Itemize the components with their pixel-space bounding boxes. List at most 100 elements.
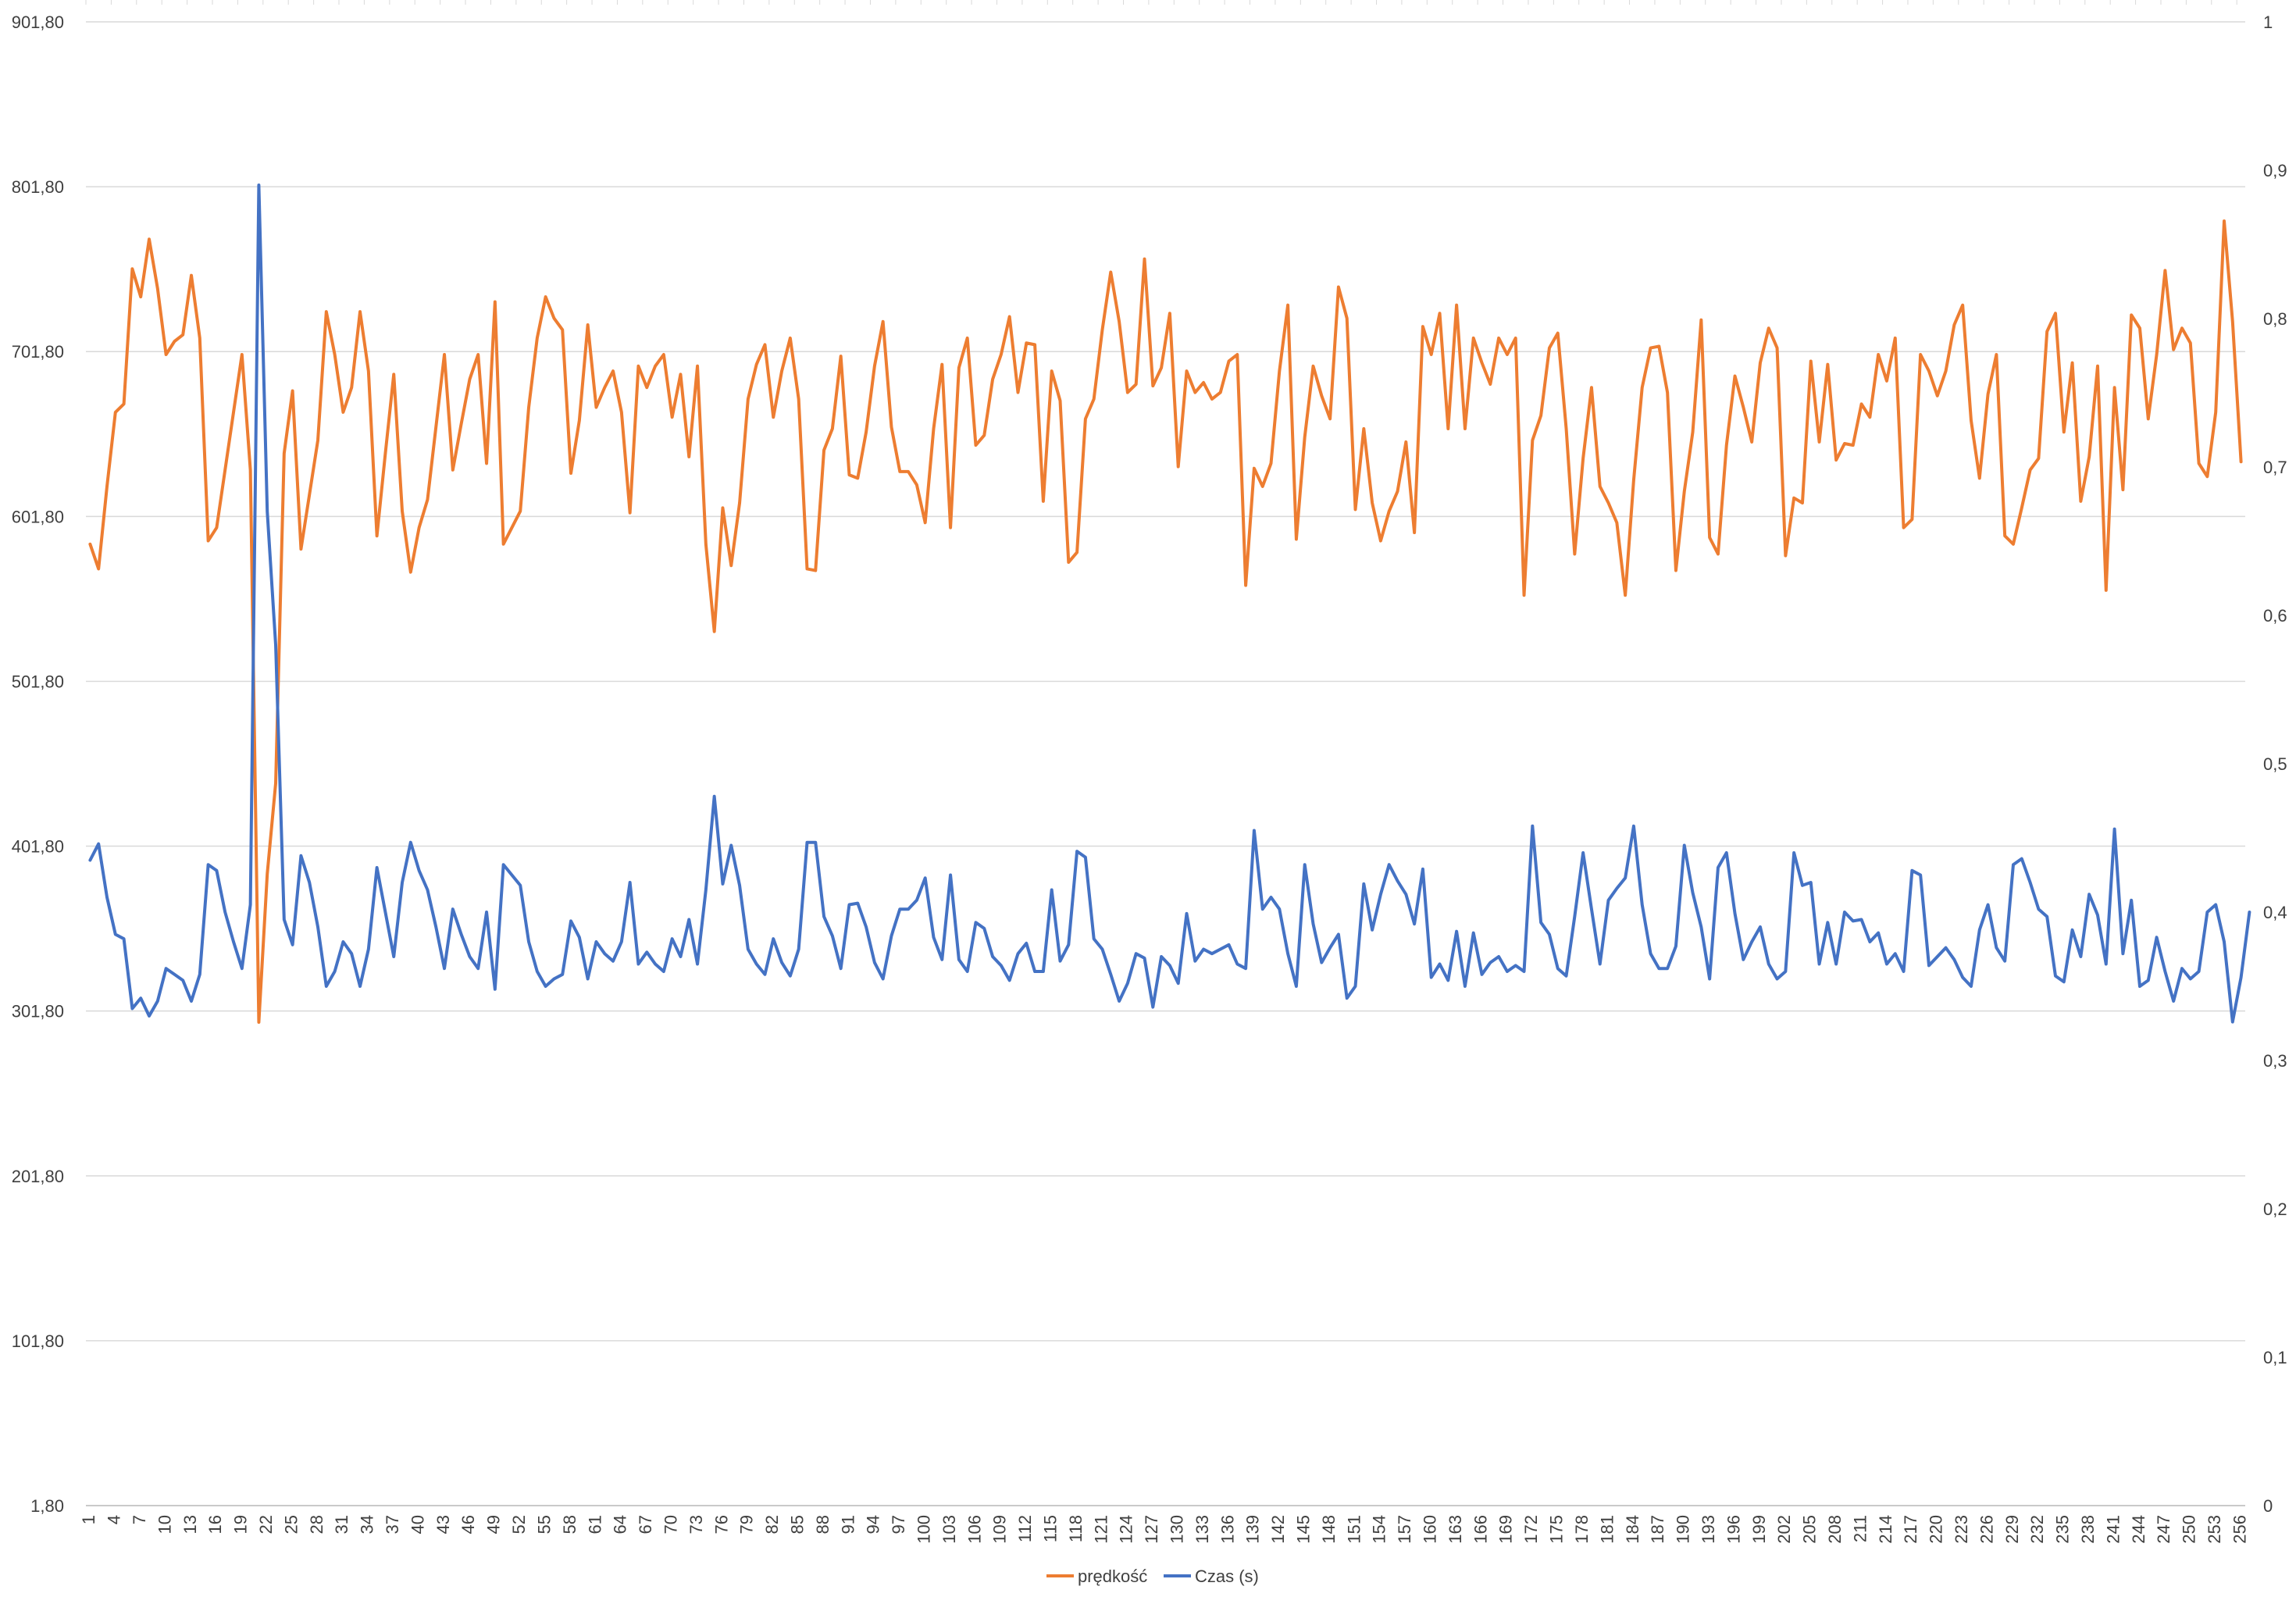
left-y-tick-label: 1,80	[30, 1496, 64, 1516]
x-tick-label: 214	[1876, 1515, 1895, 1544]
x-tick-label: 76	[711, 1515, 731, 1534]
x-tick-label: 79	[737, 1515, 757, 1534]
legend-item-predkosc[interactable]: prędkość	[1046, 1567, 1147, 1586]
x-tick-label: 97	[889, 1515, 908, 1534]
x-tick-label: 10	[155, 1515, 174, 1534]
x-tick-label: 139	[1243, 1515, 1263, 1544]
x-tick-label: 166	[1471, 1515, 1490, 1544]
x-tick-label: 223	[1952, 1515, 1971, 1544]
x-tick-label: 82	[762, 1515, 782, 1534]
x-tick-label: 232	[2027, 1515, 2047, 1544]
x-tick-label: 115	[1041, 1515, 1061, 1542]
x-tick-label: 196	[1724, 1515, 1743, 1544]
series-layer	[88, 184, 2251, 1025]
x-tick-label: 136	[1218, 1515, 1237, 1544]
x-tick-label: 118	[1066, 1515, 1086, 1542]
right-y-tick-label: 0,3	[2263, 1051, 2287, 1071]
x-tick-label: 37	[383, 1515, 402, 1534]
x-tick-label: 121	[1091, 1515, 1111, 1544]
x-tick-label: 109	[990, 1515, 1010, 1544]
x-tick-label: 88	[813, 1515, 832, 1534]
x-tick-label: 229	[2002, 1515, 2022, 1544]
x-tick-label: 31	[332, 1515, 351, 1534]
x-tick-label: 85	[787, 1515, 807, 1534]
x-tick-label: 106	[964, 1515, 984, 1544]
left-y-tick-label: 801,80	[12, 177, 64, 197]
x-tick-label: 175	[1547, 1515, 1567, 1544]
x-tick-label: 208	[1825, 1515, 1845, 1544]
left-y-tick-label: 301,80	[12, 1002, 64, 1021]
x-tick-label: 178	[1572, 1515, 1592, 1544]
x-tick-label: 235	[2053, 1515, 2073, 1544]
x-tick-label: 13	[180, 1515, 200, 1534]
right-y-tick-label: 0,2	[2263, 1199, 2287, 1219]
x-tick-label: 64	[611, 1515, 630, 1534]
x-tick-label: 202	[1774, 1515, 1794, 1544]
x-tick-label: 55	[534, 1515, 554, 1534]
right-y-tick-label: 0	[2263, 1496, 2273, 1516]
x-tick-label: 169	[1496, 1515, 1516, 1544]
x-tick-label: 61	[585, 1515, 604, 1534]
x-tick-label: 238	[2078, 1515, 2098, 1544]
series-line-czas[interactable]	[88, 184, 2251, 1024]
x-tick-label: 7	[130, 1515, 149, 1524]
right-y-tick-label: 0,1	[2263, 1348, 2287, 1367]
series-line-predkosc[interactable]	[88, 219, 2243, 1025]
x-tick-label: 148	[1319, 1515, 1339, 1544]
x-tick-label: 145	[1294, 1515, 1314, 1544]
x-tick-label: 91	[838, 1515, 857, 1534]
x-tick-label: 253	[2205, 1515, 2224, 1544]
right-y-tick-label: 0,8	[2263, 309, 2287, 329]
x-tick-label: 256	[2230, 1515, 2249, 1544]
left-y-tick-label: 401,80	[12, 837, 64, 857]
right-y-tick-label: 0,7	[2263, 458, 2287, 477]
x-tick-label: 190	[1674, 1515, 1693, 1544]
x-tick-label: 184	[1623, 1515, 1642, 1544]
right-y-axis: 0 0,1 0,2 0,3 0,4 0,5 0,6 0,7 0,8 0,9 1	[2263, 12, 2287, 1516]
x-tick-label: 250	[2180, 1515, 2199, 1544]
x-tick-label: 154	[1370, 1515, 1389, 1544]
right-y-tick-label: 0,4	[2263, 903, 2287, 922]
x-tick-label: 52	[509, 1515, 529, 1534]
x-tick-label: 124	[1117, 1515, 1136, 1544]
right-y-tick-label: 0,6	[2263, 606, 2287, 626]
x-tick-label: 34	[358, 1515, 377, 1534]
x-tick-label: 58	[560, 1515, 579, 1534]
x-tick-label: 172	[1521, 1515, 1541, 1544]
x-tick-label: 103	[939, 1515, 959, 1544]
x-tick-label: 22	[256, 1515, 276, 1534]
x-tick-label: 199	[1749, 1515, 1769, 1544]
x-tick-label: 157	[1395, 1515, 1414, 1544]
x-axis-tick-marks	[85, 0, 2237, 5]
x-tick-label: 19	[231, 1515, 251, 1534]
x-tick-label: 226	[1977, 1515, 1996, 1544]
x-tick-label: 28	[307, 1515, 326, 1534]
x-tick-label: 142	[1268, 1515, 1288, 1544]
right-y-tick-label: 0,9	[2263, 161, 2287, 180]
x-tick-label: 220	[1927, 1515, 1946, 1544]
x-tick-label: 247	[2154, 1515, 2173, 1544]
legend: prędkość Czas (s)	[1046, 1567, 1259, 1586]
x-tick-label: 130	[1168, 1515, 1187, 1544]
legend-item-czas[interactable]: Czas (s)	[1164, 1567, 1259, 1586]
x-tick-label: 193	[1699, 1515, 1718, 1544]
x-tick-label: 1	[79, 1515, 98, 1524]
x-tick-label: 70	[661, 1515, 680, 1534]
x-tick-label: 43	[433, 1515, 453, 1534]
x-tick-label: 67	[636, 1515, 655, 1534]
x-tick-label: 181	[1597, 1515, 1617, 1544]
left-y-tick-label: 901,80	[12, 12, 64, 32]
x-tick-label: 241	[2103, 1515, 2123, 1544]
x-tick-label: 112	[1015, 1515, 1035, 1542]
x-tick-label: 244	[2129, 1515, 2148, 1544]
x-axis: 1 4 7 10 13 16 19 22 25 28 31 34 37 40 43 46 49 52 55 58 61 6…	[79, 1505, 2249, 1544]
x-tick-label: 205	[1800, 1515, 1820, 1544]
left-y-axis: 1,80 101,80 201,80 301,80 401,80 501,80 601,80…	[12, 12, 64, 1516]
x-tick-label: 187	[1648, 1515, 1667, 1544]
left-y-tick-label: 701,80	[12, 342, 64, 362]
x-tick-label: 49	[484, 1515, 504, 1534]
right-y-tick-label: 0,5	[2263, 754, 2287, 774]
